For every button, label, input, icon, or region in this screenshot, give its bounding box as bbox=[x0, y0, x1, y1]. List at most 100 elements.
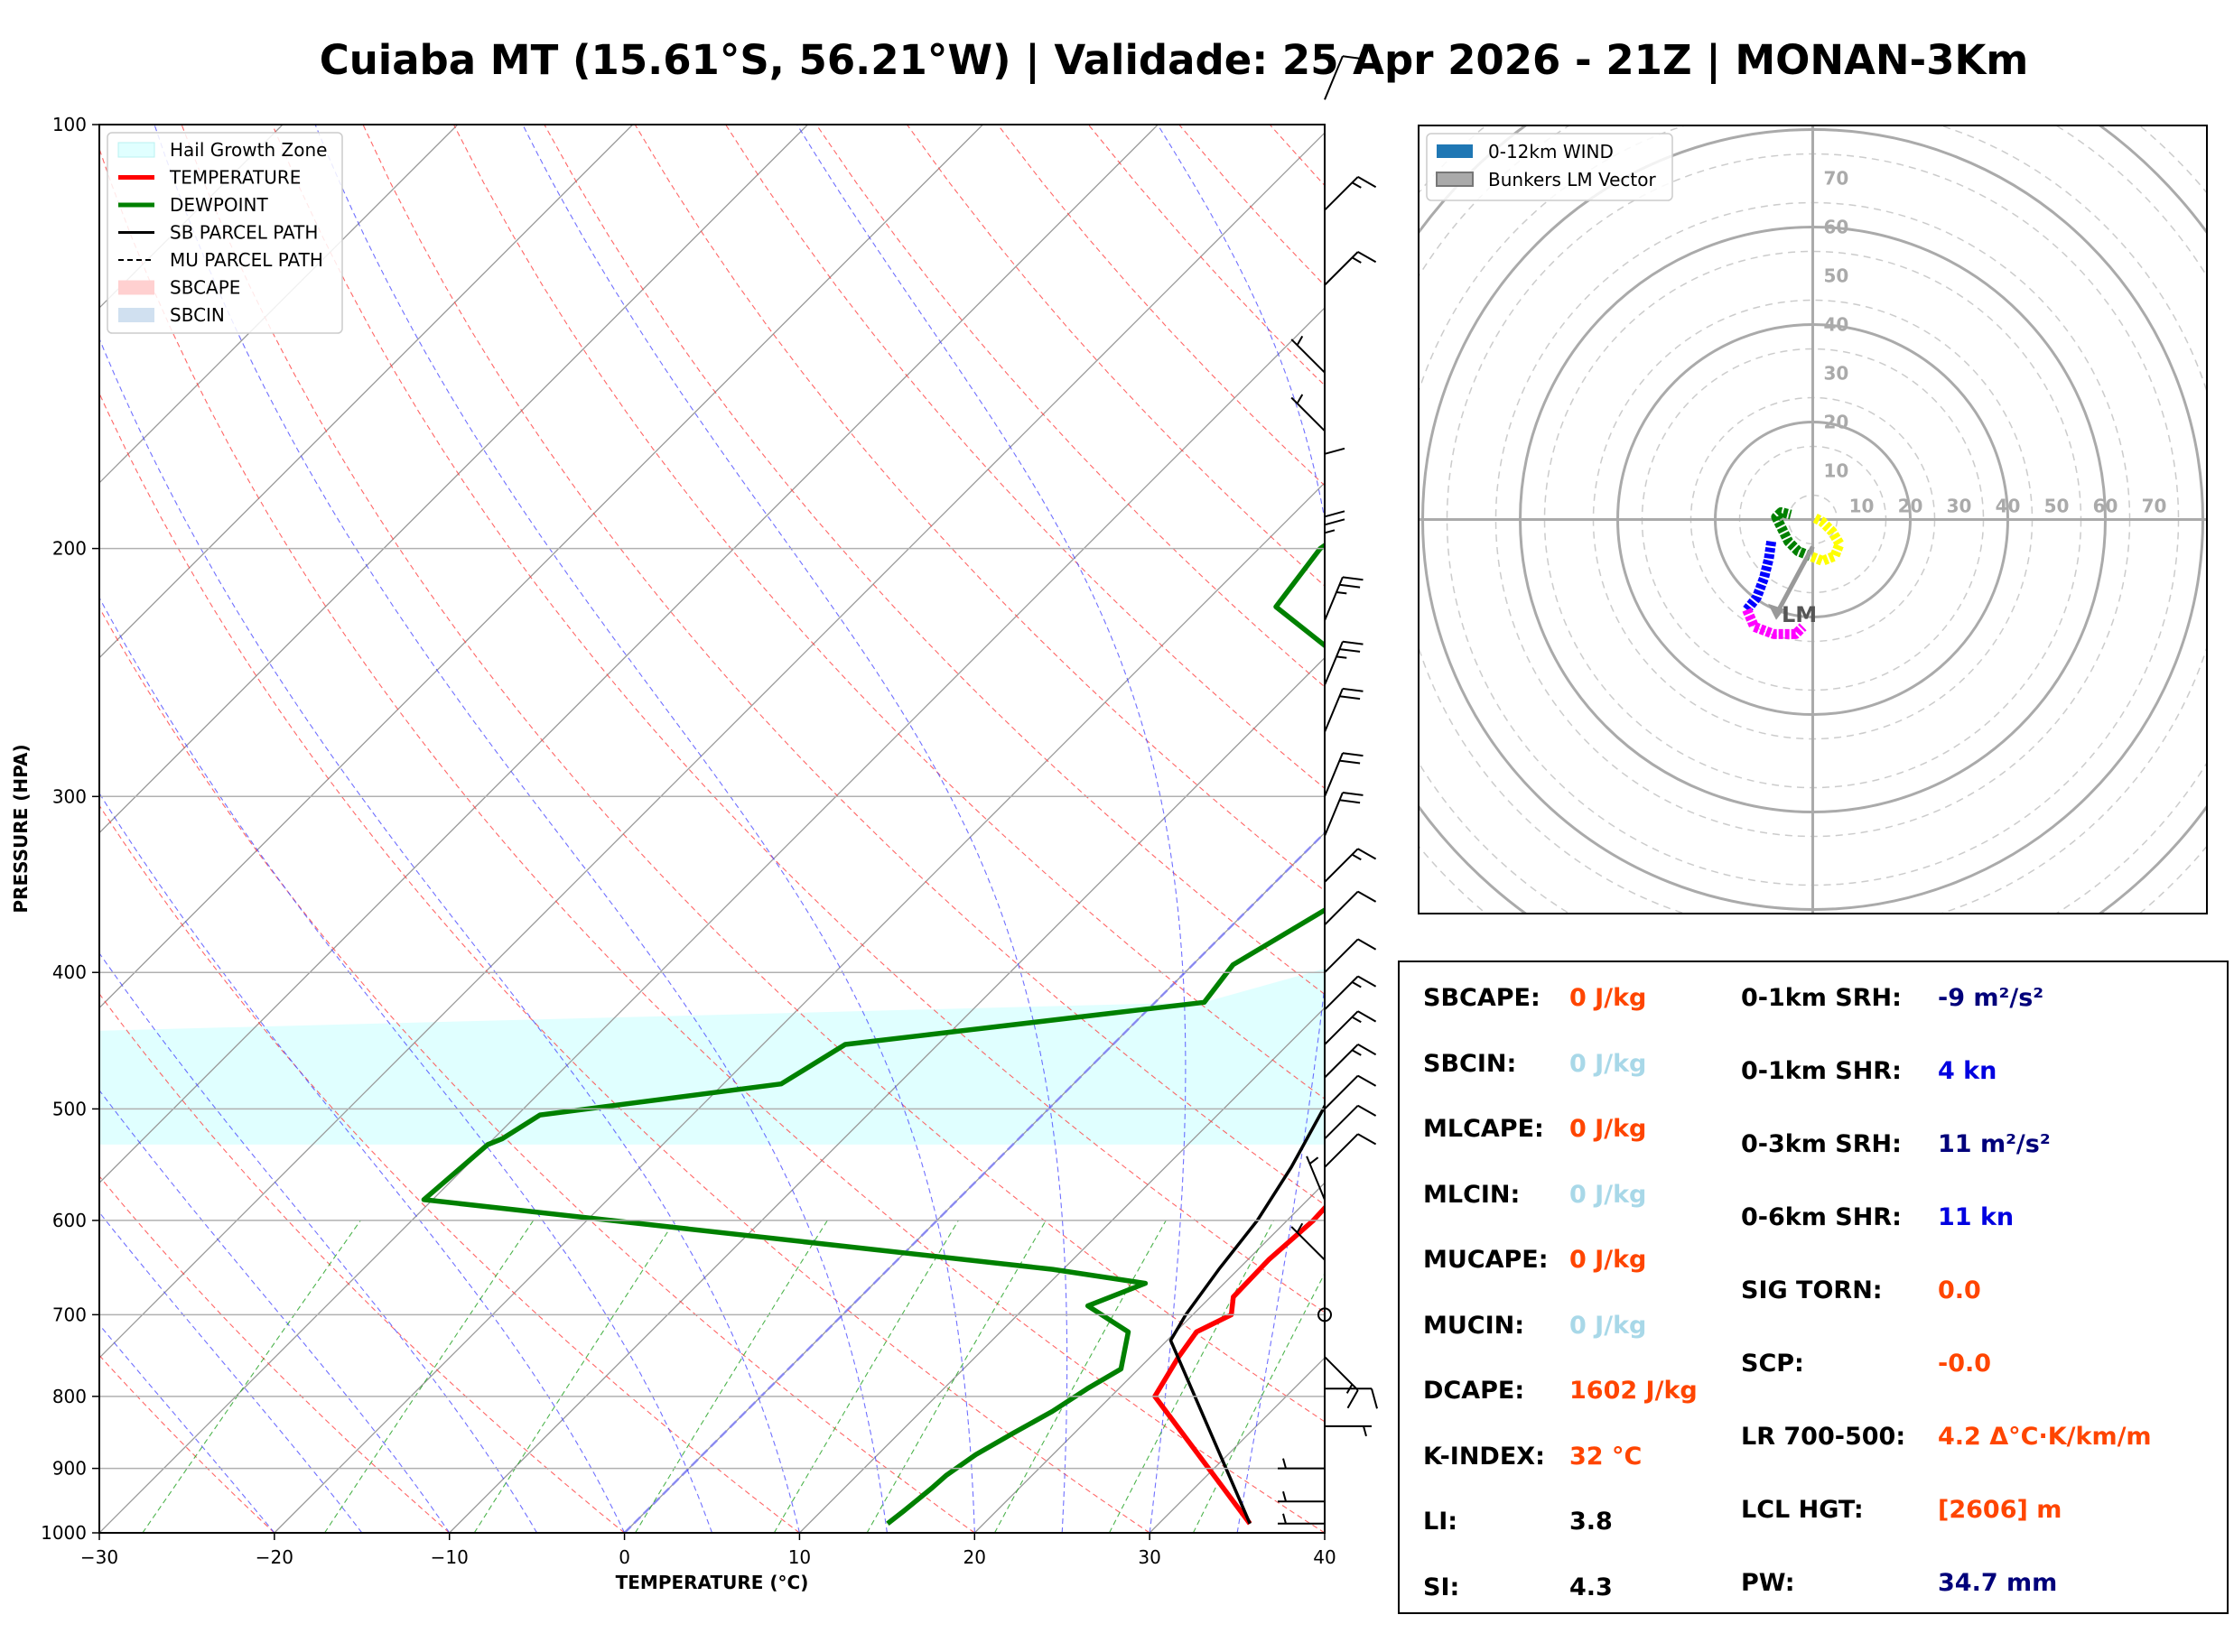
hodo-ring-label: 70 bbox=[2142, 496, 2167, 517]
y-tick-label: 600 bbox=[52, 1210, 87, 1231]
param-value: 3.8 bbox=[1569, 1508, 1613, 1536]
param-label: LI: bbox=[1423, 1508, 1458, 1536]
param-label: MLCIN: bbox=[1423, 1180, 1521, 1209]
wind-barb bbox=[1277, 1490, 1326, 1503]
param-value: 11 m²/s² bbox=[1938, 1130, 2051, 1158]
param-value: 0 J/kg bbox=[1569, 1049, 1647, 1078]
dry-adiabat bbox=[99, 1354, 275, 1533]
moist-adiabat bbox=[1324, 1530, 1325, 1533]
x-axis-label: TEMPERATURE (°C) bbox=[616, 1572, 809, 1593]
mixing-ratio-line bbox=[635, 1220, 828, 1533]
legend-entry: MU PARCEL PATH bbox=[170, 249, 323, 271]
legend-swatch bbox=[117, 142, 155, 158]
wind-barb bbox=[1324, 1425, 1373, 1437]
dry-adiabat bbox=[725, 125, 1325, 789]
wind-barb bbox=[1325, 1387, 1378, 1409]
param-value: -9 m²/s² bbox=[1938, 984, 2044, 1012]
wind-barb bbox=[1324, 640, 1364, 686]
wind-barbs bbox=[1277, 55, 1378, 1525]
dry-adiabat bbox=[181, 125, 1325, 1423]
legend-entry: Bunkers LM Vector bbox=[1488, 169, 1657, 190]
moist-adiabat bbox=[154, 125, 888, 1533]
dry-adiabat bbox=[99, 1175, 451, 1533]
dry-adiabat bbox=[1269, 125, 1325, 187]
x-tick-label: 30 bbox=[1138, 1546, 1160, 1568]
isotherm-line bbox=[99, 125, 983, 1009]
wind-barb bbox=[1290, 394, 1326, 432]
param-label: DCAPE: bbox=[1423, 1377, 1525, 1405]
param-label: SCP: bbox=[1741, 1350, 1804, 1378]
zero-isotherm bbox=[623, 831, 1325, 1533]
hodo-segment-3-6km bbox=[1743, 541, 1777, 613]
param-label: SBCIN: bbox=[1423, 1049, 1517, 1078]
hodo-ring-label: 10 bbox=[1849, 496, 1875, 517]
isotherm-line bbox=[798, 1007, 1325, 1533]
hodo-ring-label: 70 bbox=[1824, 168, 1849, 190]
param-value: 0 J/kg bbox=[1569, 984, 1647, 1012]
legend-swatch bbox=[1436, 172, 1474, 187]
dry-adiabat bbox=[544, 125, 1325, 996]
moist-adiabat bbox=[99, 1323, 275, 1533]
param-value: -0.0 bbox=[1938, 1350, 1992, 1378]
param-value: 0 J/kg bbox=[1569, 1180, 1647, 1209]
param-label: MUCAPE: bbox=[1423, 1246, 1549, 1274]
legend-entry: Hail Growth Zone bbox=[170, 139, 327, 161]
param-label: 0-6km SHR: bbox=[1741, 1203, 1902, 1231]
param-value: [2606] m bbox=[1938, 1496, 2062, 1524]
dry-adiabat bbox=[815, 125, 1325, 688]
hodo-ring-label: 30 bbox=[1947, 496, 1972, 517]
param-value: 0 J/kg bbox=[1569, 1311, 1647, 1340]
wind-barb bbox=[1324, 1104, 1377, 1140]
bunkers-lm-arrowhead bbox=[1768, 603, 1784, 620]
isotherm-line bbox=[99, 125, 459, 484]
hodo-segment-0-1km bbox=[1808, 514, 1845, 566]
isotherm-line bbox=[1324, 1532, 1325, 1533]
param-label: SBCAPE: bbox=[1423, 984, 1541, 1012]
isotherm-line bbox=[99, 125, 809, 834]
x-tick-label: 40 bbox=[1313, 1546, 1336, 1568]
wind-barb bbox=[1324, 1074, 1377, 1110]
isotherm-line bbox=[274, 481, 1325, 1533]
wind-barb bbox=[1324, 510, 1345, 564]
parameters-panel: SBCAPE: 0 J/kg SBCIN: 0 J/kg MLCAPE: 0 J/kg ML… bbox=[1398, 961, 2229, 1614]
legend-entry: SBCAPE bbox=[170, 277, 240, 299]
hodo-ring-label: 10 bbox=[1824, 460, 1849, 482]
param-value: 4.3 bbox=[1569, 1573, 1613, 1601]
y-tick-label: 700 bbox=[52, 1304, 87, 1325]
param-label: 0-1km SHR: bbox=[1741, 1057, 1902, 1085]
legend-entry: DEWPOINT bbox=[170, 194, 268, 216]
hodo-frame bbox=[1418, 125, 2208, 914]
legend-swatch bbox=[118, 280, 154, 295]
mixing-ratio-line bbox=[1192, 1272, 1325, 1533]
legend-entry: SB PARCEL PATH bbox=[170, 222, 318, 244]
wind-barb bbox=[1324, 1356, 1359, 1409]
x-tick-label: 20 bbox=[963, 1546, 986, 1568]
wind-barb bbox=[1324, 1044, 1377, 1079]
param-value: 11 kn bbox=[1938, 1203, 2015, 1231]
hodo-segment-1-3km bbox=[1771, 506, 1812, 561]
param-label: 0-3km SRH: bbox=[1741, 1130, 1902, 1158]
dry-adiabat bbox=[1178, 125, 1325, 287]
legend-swatch bbox=[1437, 144, 1473, 158]
moist-adiabat bbox=[99, 337, 800, 1533]
hodo-ring-label: 60 bbox=[2093, 496, 2118, 517]
wind-barb bbox=[1277, 1513, 1326, 1525]
y-tick-label: 400 bbox=[52, 961, 87, 983]
hodo-ring-label: 20 bbox=[1824, 412, 1849, 433]
isotherm-line bbox=[99, 132, 1325, 1360]
param-label: PW: bbox=[1741, 1569, 1795, 1597]
hodo-legend-box bbox=[1426, 133, 1673, 201]
dry-adiabat bbox=[99, 147, 1325, 1533]
mixing-ratio-line bbox=[324, 1220, 535, 1533]
wind-barb bbox=[1290, 335, 1326, 374]
dry-adiabat bbox=[99, 992, 625, 1533]
isotherm-line bbox=[973, 1182, 1325, 1533]
mixing-ratio-line bbox=[1109, 1220, 1275, 1533]
wind-barb bbox=[1324, 890, 1377, 926]
moist-adiabat bbox=[1157, 125, 1325, 1533]
dewpoint-line bbox=[421, 542, 1325, 1526]
y-tick-label: 300 bbox=[52, 785, 87, 807]
param-value: 0 J/kg bbox=[1569, 1246, 1647, 1274]
dry-adiabat bbox=[997, 125, 1325, 487]
legend-box bbox=[107, 132, 343, 334]
